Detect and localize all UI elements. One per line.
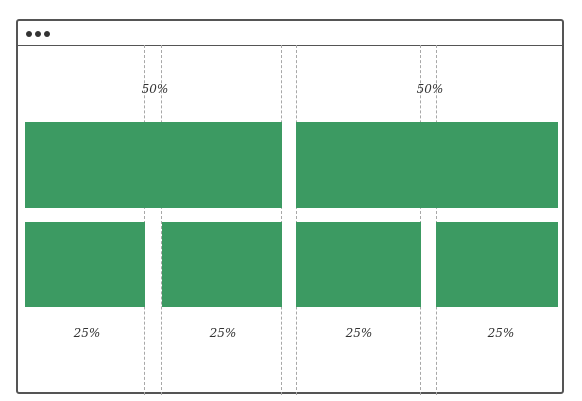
quarter-width-block-1 xyxy=(25,222,145,307)
quarter-width-block-3 xyxy=(296,222,421,307)
half-width-block-right xyxy=(296,122,558,208)
quarter-width-block-2 xyxy=(162,222,282,307)
window-titlebar xyxy=(18,21,562,46)
quarter-width-label-3: 25% xyxy=(345,326,373,340)
column-guide xyxy=(144,45,145,395)
column-guide xyxy=(281,45,282,395)
window-dot-icon xyxy=(44,31,50,37)
window-dot-icon xyxy=(35,31,41,37)
column-guide xyxy=(296,45,297,395)
quarter-width-block-4 xyxy=(436,222,558,307)
quarter-width-label-2: 25% xyxy=(209,326,237,340)
window-dot-icon xyxy=(26,31,32,37)
top-left-width-label: 50% xyxy=(141,82,169,96)
column-guide xyxy=(161,45,162,395)
quarter-width-label-4: 25% xyxy=(487,326,515,340)
top-right-width-label: 50% xyxy=(416,82,444,96)
half-width-block-left xyxy=(25,122,282,208)
column-guide xyxy=(436,45,437,395)
quarter-width-label-1: 25% xyxy=(73,326,101,340)
column-guide xyxy=(420,45,421,395)
